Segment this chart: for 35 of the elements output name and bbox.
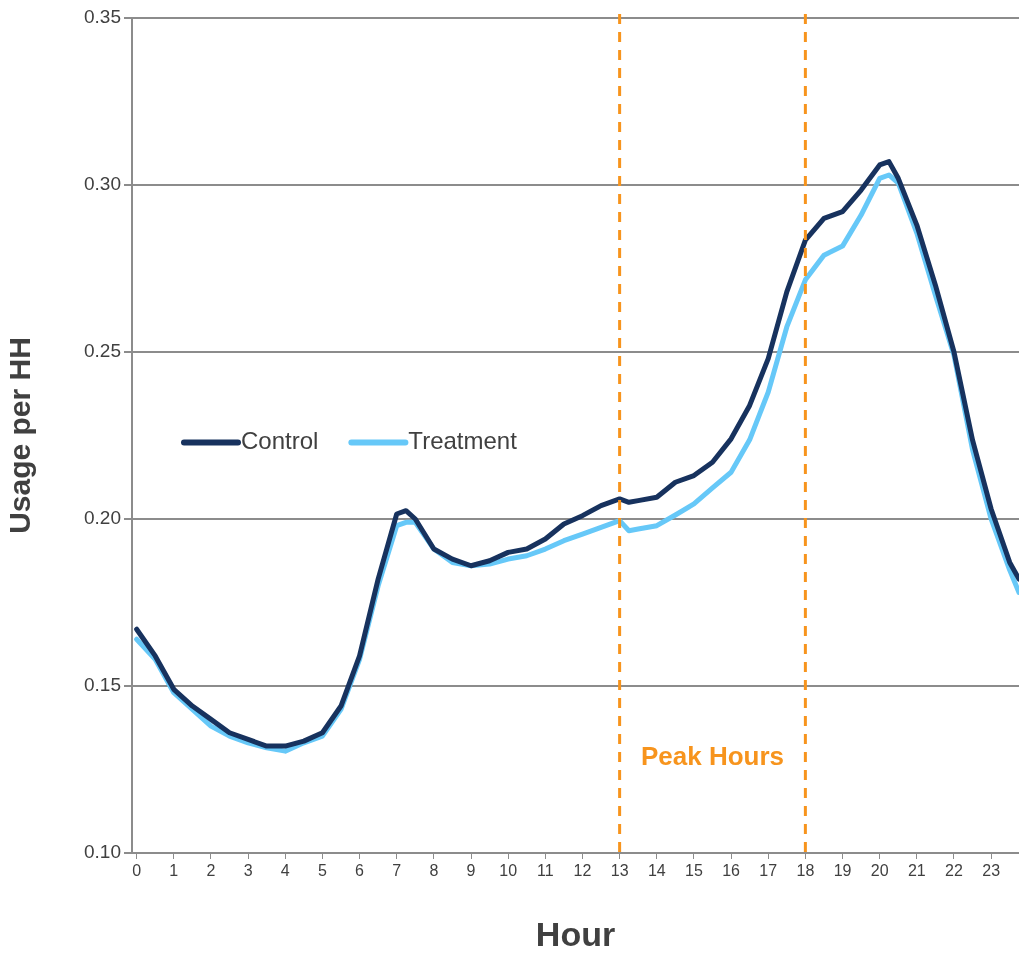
x-tick-label: 17: [759, 862, 778, 880]
x-axis-title: Hour: [535, 914, 616, 953]
x-tick-label: 7: [392, 862, 402, 880]
x-tick-label: 9: [466, 862, 476, 880]
x-tick-label: 15: [685, 862, 703, 880]
x-tick-label: 10: [499, 862, 518, 880]
x-tick-label: 12: [573, 862, 592, 880]
y-tick-label: 0.20: [84, 507, 121, 529]
x-tick-label: 18: [796, 862, 815, 880]
x-tick-label: 3: [243, 862, 253, 880]
y-axis-title: Usage per HH: [3, 337, 37, 534]
x-tick-label: 5: [317, 862, 327, 880]
annotation: Peak Hours: [640, 741, 785, 772]
x-tick-label: 21: [907, 862, 926, 880]
x-tick-label: 0: [132, 862, 142, 880]
x-tick-label: 1: [169, 862, 179, 880]
x-tick-label: 11: [537, 862, 554, 880]
x-tick-label: 13: [610, 862, 629, 880]
x-tick-label: 20: [870, 862, 889, 880]
x-tick-label: 19: [833, 862, 852, 880]
legend-label: Treatment: [408, 427, 518, 455]
x-tick-label: 4: [280, 862, 290, 880]
y-tick-label: 0.10: [84, 841, 121, 863]
x-tick-label: 8: [429, 862, 439, 880]
x-tick-label: 6: [355, 862, 365, 880]
x-tick-label: 22: [945, 862, 963, 880]
y-tick-label: 0.25: [84, 340, 121, 362]
legend-label: Control: [241, 427, 319, 455]
x-tick-label: 16: [722, 862, 741, 880]
x-tick-label: 2: [206, 862, 216, 880]
y-tick-label: 0.15: [84, 674, 121, 696]
x-tick-label: 23: [982, 862, 1001, 880]
x-tick-label: 14: [647, 862, 666, 880]
y-tick-label: 0.35: [84, 6, 121, 28]
y-tick-label: 0.30: [84, 173, 121, 195]
